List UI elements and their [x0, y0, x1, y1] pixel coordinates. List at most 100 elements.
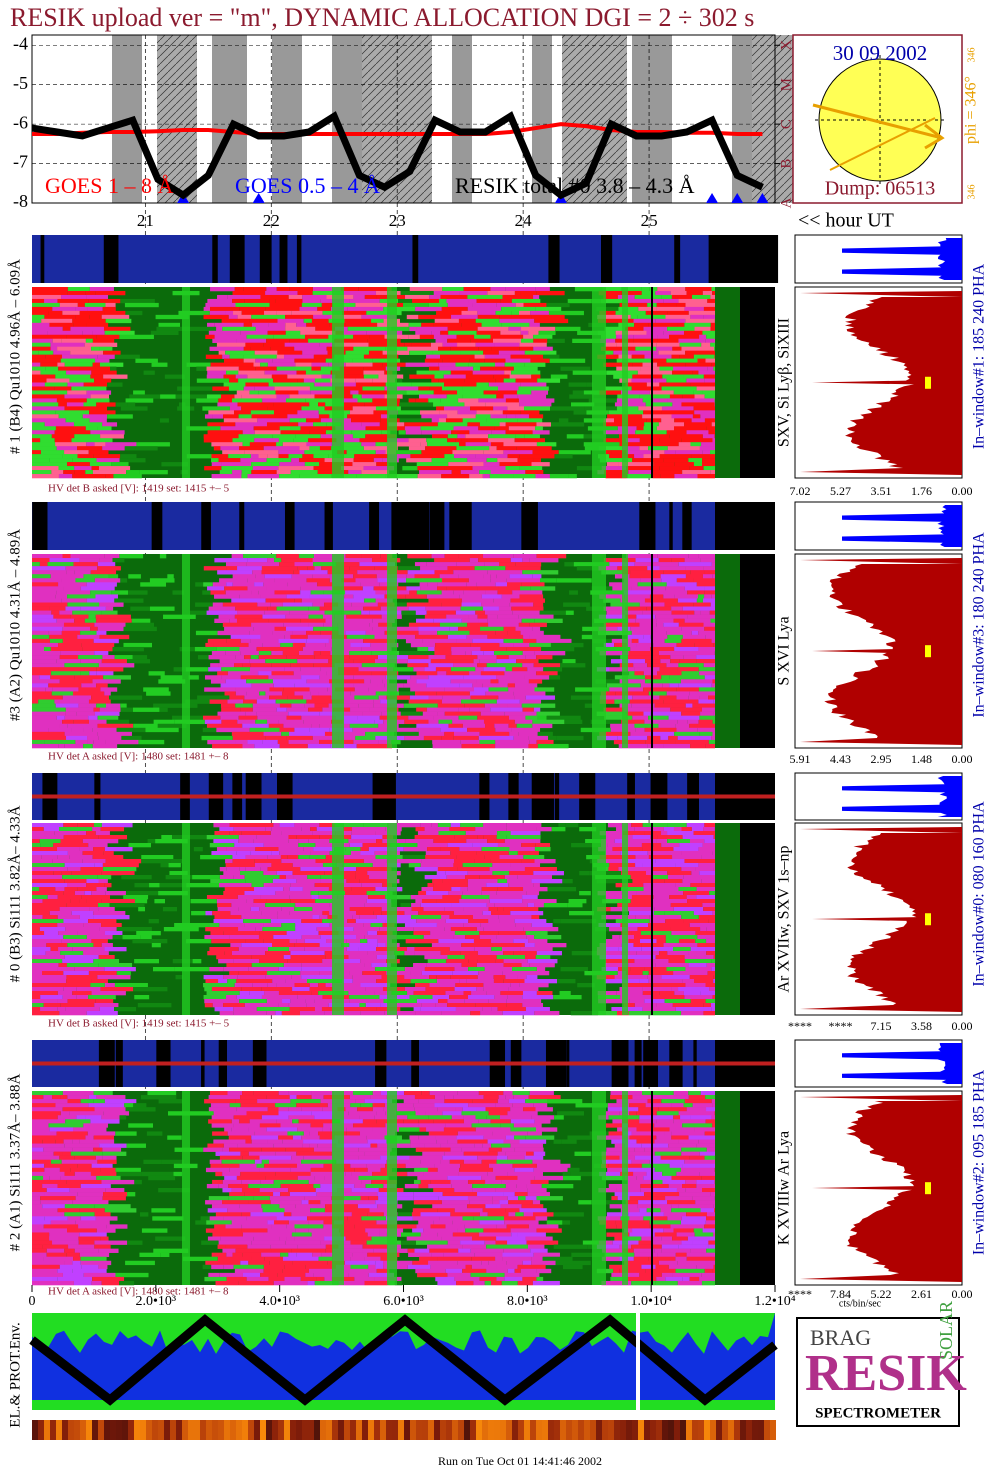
spec-cell [428, 675, 463, 679]
spec-cell [512, 1103, 534, 1107]
spec-cell [645, 728, 677, 732]
spec-cell [91, 1172, 116, 1176]
spec-cell [637, 643, 653, 647]
spec-cell [343, 720, 374, 724]
spec-cell [501, 307, 536, 311]
spec-cell [92, 1164, 113, 1168]
spec-cell [258, 671, 271, 675]
spec-cell [490, 574, 496, 578]
spec-cell [713, 574, 715, 578]
spec-cell [455, 438, 461, 442]
spec-cell [533, 603, 543, 607]
spec-cell [528, 959, 558, 963]
spec-cell [505, 1208, 519, 1212]
spec-cell [537, 1164, 571, 1168]
spec-cell [45, 355, 62, 359]
spec-cell [427, 847, 440, 851]
spec-cell [699, 847, 715, 851]
spec-cell [216, 1212, 242, 1216]
spec-cell [684, 375, 704, 379]
spec-cell [233, 311, 242, 315]
spec-cell [518, 851, 539, 855]
spec-cell [406, 586, 420, 590]
spec-cell [428, 598, 461, 602]
spec-cell [290, 999, 305, 1003]
spec-cell [479, 347, 492, 351]
spec-cell [219, 578, 248, 582]
spec-cell [103, 851, 113, 855]
spec-cell [187, 363, 211, 367]
spec-cell [419, 1099, 445, 1103]
spec-cell [67, 943, 93, 947]
spec-cell [675, 883, 690, 887]
spec-cell [348, 470, 361, 474]
spec-cell [32, 375, 55, 379]
spec-cell [473, 466, 506, 470]
spec-cell [49, 323, 73, 327]
spec-cell [272, 943, 295, 947]
spec-cell [698, 474, 715, 478]
spec-cell [90, 375, 103, 379]
spec-cell [95, 1107, 126, 1111]
spec-cell [641, 578, 662, 582]
spec-cell [96, 615, 131, 619]
spec-cell [507, 835, 541, 839]
spec-cell [288, 582, 317, 586]
spec-cell [553, 995, 581, 999]
spec-cell [88, 1103, 124, 1107]
spec-cell [81, 1099, 94, 1103]
spec-cell [711, 619, 715, 623]
spec-cell [445, 991, 463, 995]
spec-cell [491, 1007, 497, 1011]
spec-cell [465, 651, 472, 655]
strip-gap [230, 235, 235, 283]
spec-cell [681, 1152, 700, 1156]
spec-cell [105, 442, 136, 446]
spec-cell [441, 659, 474, 663]
spec-cell [520, 594, 544, 598]
spec-cell [665, 1196, 693, 1200]
spec-cell [644, 671, 657, 675]
spec-cell [396, 450, 421, 454]
spec-cell [211, 851, 236, 855]
spec-cell [507, 582, 522, 586]
spec-cell [663, 623, 679, 627]
spec-cell [116, 1168, 141, 1172]
spec-cell [499, 643, 513, 647]
spec-cell [311, 891, 319, 895]
spec-cell [74, 466, 91, 470]
spec-cell [606, 895, 632, 899]
spec-cell [456, 639, 472, 643]
spec-cell [243, 442, 250, 446]
spec-col [387, 287, 397, 478]
spec-cell [32, 663, 64, 667]
spec-cell [260, 1123, 281, 1127]
spec-cell [579, 891, 591, 895]
spec-cell [678, 663, 703, 667]
spec-cell [343, 712, 362, 716]
spec-cell [476, 1127, 511, 1131]
spec-cell [433, 351, 461, 355]
spec-cell [675, 594, 698, 598]
spec-cell [601, 347, 635, 351]
spec-cell [353, 394, 362, 398]
spec-cell [446, 615, 469, 619]
spec-cell [216, 327, 222, 331]
spec-col [182, 287, 190, 478]
spec-cell [685, 1099, 712, 1103]
spec-cell [286, 1148, 314, 1152]
spec-cell [32, 319, 41, 323]
spec-cell [191, 911, 205, 915]
spec-cell [96, 619, 132, 623]
spec-cell [650, 732, 674, 736]
spec-cell [525, 351, 557, 355]
spec-cell [376, 442, 387, 446]
spec-cell [44, 299, 57, 303]
spec-cell [442, 590, 454, 594]
spec-cell [212, 744, 242, 748]
spec-cell [704, 375, 715, 379]
spec-cell [522, 899, 557, 903]
spec-cell [665, 627, 682, 631]
spec-cell [116, 402, 127, 406]
spec-cell [88, 1131, 116, 1135]
